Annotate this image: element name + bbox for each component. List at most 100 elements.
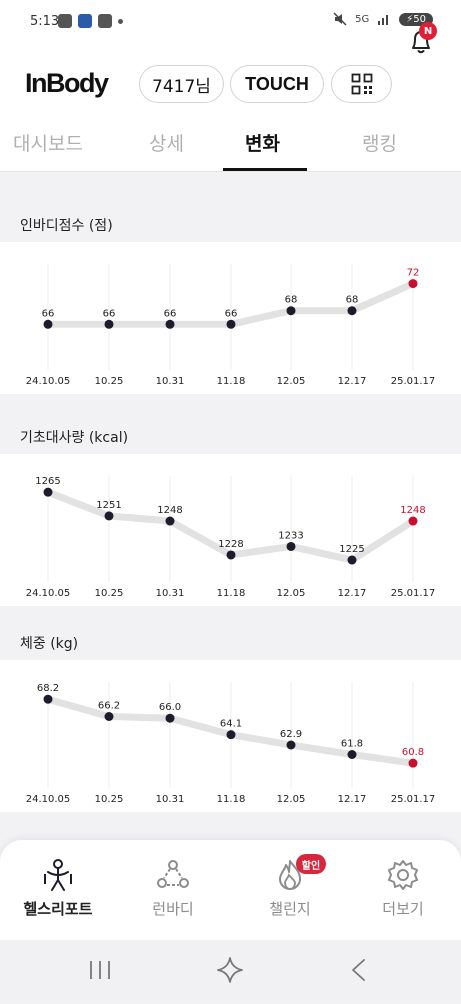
touch-label: TOUCH [245,73,309,94]
x-tick-label: 12.17 [338,588,367,599]
recent-apps-icon[interactable] [90,961,110,979]
nav-health-report[interactable]: 헬스리포트 [12,858,104,919]
value-label: 1265 [35,476,60,487]
x-tick-label: 11.18 [217,794,246,805]
challenge-sale-badge: 할인 [296,854,326,874]
nav-more-label: 더보기 [382,900,424,918]
data-point[interactable] [104,319,114,329]
value-label: 60.8 [402,747,424,758]
user-button[interactable]: 7417님 [139,65,224,103]
gear-icon [388,860,418,890]
x-tick-label: 12.17 [338,794,367,805]
data-point[interactable] [165,319,175,329]
x-tick-label: 12.05 [277,588,306,599]
data-point[interactable] [408,279,418,289]
inbody-score-chart-box: 66 66 66 66 68 68 72 24.10.05 10.25 10.31 11.18 12.… [0,242,461,394]
bottom-nav: 헬스리포트 런바디 챌린지 더보기 [0,840,461,940]
system-nav-bar [0,940,461,1000]
touch-button[interactable]: TOUCH [230,65,324,103]
value-label: 61.8 [341,739,363,750]
value-label: 1248 [400,505,425,516]
data-point[interactable] [286,541,296,551]
x-tick-label: 10.31 [156,588,185,599]
nav-more[interactable]: 더보기 [357,858,449,919]
flame-icon [279,860,301,890]
value-label: 1228 [218,539,243,550]
value-label: 1248 [157,505,182,516]
value-label: 1233 [278,530,303,541]
data-point[interactable] [104,712,114,721]
tab-ranking[interactable]: 랭킹 [362,133,397,155]
data-point[interactable] [43,487,53,497]
data-point[interactable] [165,516,175,526]
x-tick-label: 11.18 [217,588,246,599]
value-label: 72 [407,268,420,279]
x-tick-label: 24.10.05 [26,376,71,387]
weight-chart-box: 68.2 66.2 66.0 64.1 62.9 61.8 60.8 24.10.05 10.2… [0,660,461,812]
data-point[interactable] [226,319,236,329]
bmr-section-header: 기초대사량 (kcal) [0,418,461,454]
data-point[interactable] [43,694,53,704]
bmr-chart-box: 1265 1251 1248 1228 1233 1225 1248 24.10.05 10.2… [0,454,461,606]
value-label: 66 [103,308,116,319]
bmr-title: 기초대사량 (kcal) [20,430,129,446]
x-tick-label: 12.05 [277,376,306,387]
data-point[interactable] [347,750,357,759]
back-icon[interactable] [352,959,365,981]
x-tick-label: 11.18 [217,376,246,387]
data-point[interactable] [347,555,357,565]
signal-icon [378,15,389,25]
x-tick-label: 10.25 [95,588,124,599]
data-point[interactable] [226,730,236,740]
mute-icon [333,12,347,26]
x-tick-label: 25.01.17 [391,376,436,387]
nav-run-body[interactable]: 런바디 [127,858,219,919]
inbody-score-section-header: 인바디점수 (점) [0,206,461,242]
data-point[interactable] [104,511,114,521]
value-label: 66.2 [98,701,120,712]
value-label: 66 [225,308,238,319]
data-point[interactable] [347,306,357,316]
data-point[interactable] [286,306,296,316]
data-point[interactable] [408,516,418,526]
x-tick-label: 10.31 [156,376,185,387]
notification-badge: N [419,22,437,40]
data-point[interactable] [165,713,175,723]
x-tick-label: 10.25 [95,376,124,387]
data-point[interactable] [286,740,296,750]
value-label: 68 [346,295,359,306]
bmr-chart: 1265 1251 1248 1228 1233 1225 1248 24.10.05 10.2… [26,476,436,599]
value-label: 68.2 [37,683,59,694]
data-point[interactable] [43,319,53,329]
data-point[interactable] [226,550,236,560]
person-icon [44,859,72,891]
inbody-logo: InBody [25,68,109,98]
more-notifications-icon [118,18,123,24]
network-label: 5G [355,13,370,25]
value-label: 1225 [339,544,364,555]
user-label: 7417님 [152,76,211,97]
value-label: 68 [285,295,298,306]
nav-challenge[interactable]: 챌린지 [244,858,336,919]
value-label: 62.9 [280,729,302,740]
data-point[interactable] [408,758,418,768]
notification-icons [58,14,123,28]
tab-dashboard[interactable]: 대시보드 [13,133,83,155]
qr-button[interactable] [331,65,392,103]
talk-icon [58,14,72,28]
home-star-icon[interactable] [217,957,243,983]
tab-detail[interactable]: 상세 [149,133,184,155]
tab-change[interactable]: 변화 [245,133,280,155]
run-icon [157,860,189,888]
phone-icon [98,14,112,28]
x-tick-label: 12.05 [277,794,306,805]
tab-bar: 대시보드 상세 변화 랭킹 [0,124,461,172]
active-tab-indicator [223,168,307,171]
value-label: 64.1 [220,719,242,730]
x-tick-label: 25.01.17 [391,588,436,599]
x-tick-label: 10.31 [156,794,185,805]
x-tick-label: 24.10.05 [26,588,71,599]
weight-title: 체중 (kg) [20,636,79,652]
status-bar: 5:13 5G ⚡50 [0,0,461,44]
x-tick-label: 25.01.17 [391,794,436,805]
